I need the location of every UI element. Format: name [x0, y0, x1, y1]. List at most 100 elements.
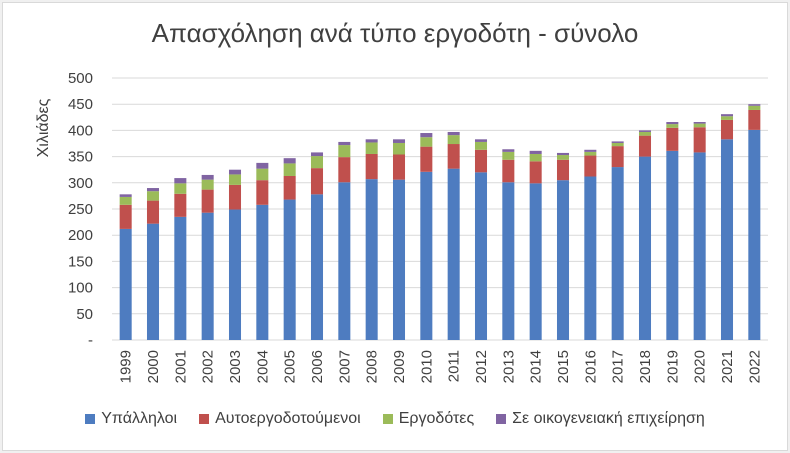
chart-title: Απασχόληση ανά τύπο εργοδότη - σύνολο — [151, 18, 639, 48]
y-tick-label: 400 — [68, 122, 93, 139]
bar-segment — [693, 152, 706, 340]
bar-segment — [146, 223, 160, 340]
bar-segment — [584, 155, 597, 177]
bar-segment — [119, 228, 132, 340]
x-tick-label: 2019 — [664, 350, 681, 383]
bar-segment — [529, 183, 542, 340]
bar-segment — [392, 139, 406, 143]
bar-segment — [638, 130, 652, 132]
bar-segment — [474, 172, 488, 340]
bar-segment — [256, 204, 269, 340]
bar-segment — [474, 141, 488, 150]
y-tick-label: 350 — [68, 149, 93, 166]
x-tick-label: 2017 — [610, 350, 627, 383]
bar-segment — [720, 116, 734, 120]
bar-segment — [283, 175, 296, 200]
legend-label: Αυτοεργοδοτούμενοι — [215, 410, 361, 427]
bar-segment — [420, 133, 433, 138]
legend-swatch — [496, 414, 507, 424]
bar-segment — [748, 109, 761, 130]
bar-segment — [392, 142, 406, 155]
bar-segment — [365, 179, 378, 340]
y-tick-label: 50 — [76, 306, 93, 323]
bar-segment — [310, 194, 324, 340]
x-tick-label: 2014 — [528, 350, 545, 383]
bar-segment — [283, 199, 296, 340]
x-tick-label: 1999 — [118, 350, 135, 383]
bar-segment — [638, 156, 652, 340]
bar-segment — [228, 174, 242, 185]
bar-segment — [748, 105, 761, 110]
bar-segment — [338, 182, 351, 340]
x-tick-label: 2002 — [200, 350, 217, 383]
bar-segment — [420, 137, 433, 147]
y-tick-label: - — [88, 332, 93, 349]
bar-segment — [228, 209, 242, 340]
bar-segment — [310, 168, 324, 195]
bar-segment — [228, 169, 242, 175]
bar-segment — [638, 131, 652, 136]
bar-segment — [474, 139, 488, 142]
bar-segment — [201, 189, 214, 213]
y-tick-label: 250 — [68, 201, 93, 218]
bar-segment — [720, 114, 734, 117]
bar-segment — [256, 162, 269, 169]
y-axis-ticks: - 50 100 150 200 250 300 350 400 450 500 — [68, 70, 93, 349]
bar-segment — [283, 158, 296, 164]
bar-segment — [201, 179, 214, 190]
bar-segment — [228, 184, 242, 210]
x-tick-label: 2012 — [473, 350, 490, 383]
bar-segment — [174, 216, 187, 340]
bar-segment — [420, 146, 433, 172]
legend-label: Υπάλληλοι — [101, 410, 178, 427]
bar-segment — [174, 178, 187, 184]
bar-segment — [666, 122, 679, 125]
bar-segment — [447, 144, 460, 169]
legend-label: Εργοδότες — [398, 410, 475, 427]
legend-swatch — [199, 414, 210, 424]
y-tick-label: 450 — [68, 96, 93, 113]
bar-segment — [201, 212, 214, 340]
bar-segment — [392, 154, 406, 180]
bar-segment — [310, 156, 324, 169]
bar-segment — [502, 149, 515, 152]
bar-segment — [474, 149, 488, 173]
legend-item: Αυτοεργοδοτούμενοι — [199, 410, 361, 428]
bar-segment — [611, 146, 624, 168]
bar-segment — [420, 171, 433, 340]
y-tick-label: 200 — [68, 227, 93, 244]
bar-segment — [338, 157, 351, 183]
bar-segment — [611, 167, 624, 340]
x-tick-label: 2004 — [254, 350, 271, 383]
bar-segment — [338, 145, 351, 158]
legend-item: Σε οικογενειακή επιχείρηση — [496, 410, 705, 428]
x-tick-label: 2013 — [500, 350, 517, 383]
bar-segment — [392, 179, 406, 340]
x-tick-label: 2009 — [391, 350, 408, 383]
bar-segment — [119, 196, 132, 205]
bar-segment — [748, 129, 761, 340]
legend-item: Εργοδότες — [382, 410, 475, 428]
bar-segment — [119, 204, 132, 229]
bar-segment — [502, 182, 515, 340]
x-tick-label: 2018 — [637, 350, 654, 383]
x-tick-label: 2005 — [282, 350, 299, 383]
bar-segment — [666, 150, 679, 340]
bar-segment — [365, 153, 378, 180]
bar-segment — [256, 168, 269, 181]
x-tick-label: 2008 — [364, 350, 381, 383]
bar-segment — [720, 119, 734, 140]
bar-segment — [119, 194, 132, 197]
bar-segment — [693, 127, 706, 153]
y-tick-label: 500 — [68, 70, 93, 87]
bar-segment — [556, 180, 570, 340]
bar-segment — [283, 163, 296, 176]
x-tick-label: 2006 — [309, 350, 326, 383]
bar-segment — [310, 152, 324, 157]
legend-item: Υπάλληλοι — [85, 410, 177, 428]
bar-segment — [447, 168, 460, 340]
bar-segment — [611, 142, 624, 147]
x-tick-label: 2020 — [692, 350, 709, 383]
x-tick-label: 2000 — [145, 350, 162, 383]
